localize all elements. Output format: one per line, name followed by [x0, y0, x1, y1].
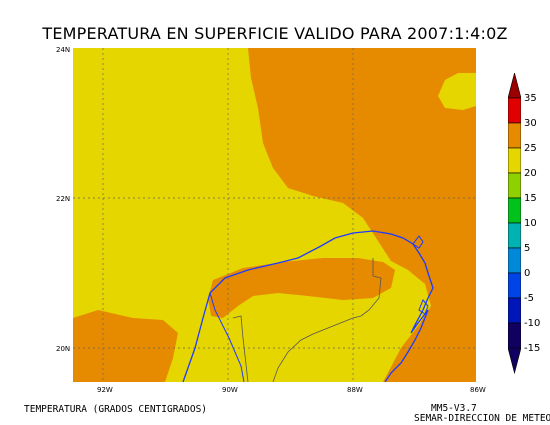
colorbar-seg-m15-m10 — [508, 322, 521, 349]
footer-model-version: MM5-V3.7 — [431, 403, 477, 414]
coastline — [182, 230, 434, 382]
colorbar-bottom-arrow — [508, 347, 521, 375]
colorbar-top-arrow — [508, 73, 521, 99]
graticule — [73, 48, 476, 382]
footer-agency: SEMAR-DIRECCION DE METEO — [414, 413, 550, 424]
colorbar-seg-15-20 — [508, 172, 521, 199]
colorbar-seg-25-30 — [508, 122, 521, 149]
colorbar-label-5: 5 — [524, 243, 531, 254]
lat-label-24n: 24N — [56, 46, 71, 54]
footer-variable-label: TEMPERATURA (GRADOS CENTIGRADOS) — [24, 404, 208, 415]
lon-label-92w: 92W — [97, 386, 113, 394]
colorbar-label-m10: -10 — [524, 318, 541, 329]
colorbar — [508, 73, 521, 375]
state-borders — [232, 258, 382, 382]
colorbar-seg-5-10 — [508, 222, 521, 249]
coastline-inner — [209, 292, 245, 382]
lat-label-22n: 22N — [56, 195, 71, 203]
band-25-30-east — [248, 48, 476, 382]
temperature-map — [73, 48, 476, 382]
colorbar-seg-10-15 — [508, 197, 521, 224]
colorbar-seg-m10-m5 — [508, 297, 521, 324]
colorbar-seg-m5-0 — [508, 272, 521, 299]
lon-label-86w: 86W — [470, 386, 486, 394]
colorbar-label-m15: -15 — [524, 343, 541, 354]
colorbar-label-20: 20 — [524, 168, 537, 179]
colorbar-label-30: 30 — [524, 118, 537, 129]
island-contoy — [412, 235, 424, 249]
colorbar-label-m5: -5 — [524, 293, 534, 304]
band-20-25-bubble — [438, 73, 476, 110]
colorbar-label-0: 0 — [524, 268, 531, 279]
colorbar-seg-30-35 — [508, 97, 521, 124]
colorbar-seg-0-5 — [508, 247, 521, 274]
colorbar-label-15: 15 — [524, 193, 537, 204]
colorbar-label-10: 10 — [524, 218, 537, 229]
band-25-30-southwest — [73, 310, 178, 382]
lat-label-20n: 20N — [56, 345, 71, 353]
colorbar-label-35: 35 — [524, 93, 537, 104]
island-cozumel — [418, 299, 429, 315]
colorbar-seg-20-25 — [508, 147, 521, 174]
colorbar-label-25: 25 — [524, 143, 537, 154]
lon-label-90w: 90W — [222, 386, 238, 394]
page-title: TEMPERATURA EN SUPERFICIE VALIDO PARA 20… — [42, 24, 508, 43]
band-25-30-inland — [208, 258, 395, 318]
lon-label-88w: 88W — [347, 386, 363, 394]
